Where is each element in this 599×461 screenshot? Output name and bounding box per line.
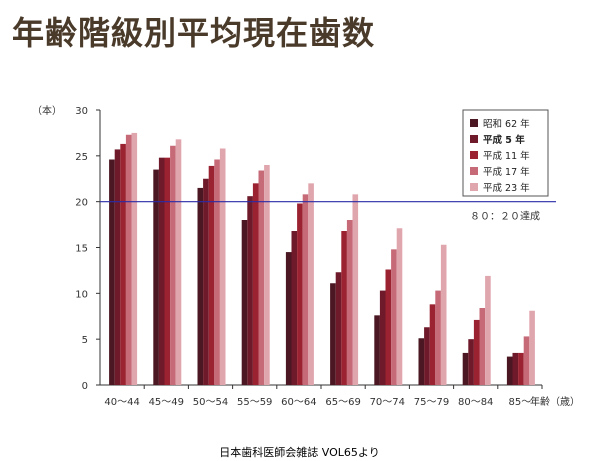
bar xyxy=(164,157,171,385)
bar xyxy=(346,220,353,385)
chart-bars xyxy=(109,132,535,385)
y-tick-label: 5 xyxy=(82,335,88,346)
bar xyxy=(330,283,336,385)
legend-label: 平成 23 年 xyxy=(483,182,530,194)
bar xyxy=(125,134,132,385)
bar xyxy=(468,339,474,385)
bar xyxy=(435,290,441,385)
legend-label: 平成 17 年 xyxy=(483,166,530,178)
legend-label: 平成 5 年 xyxy=(483,134,525,146)
bar xyxy=(264,165,270,385)
y-tick-label: 20 xyxy=(75,198,88,209)
legend-swatch xyxy=(470,183,478,191)
legend-swatch xyxy=(470,135,478,143)
legend-label: 昭和 62 年 xyxy=(483,118,530,130)
bar xyxy=(473,319,480,385)
bar xyxy=(506,356,513,385)
bar xyxy=(529,310,535,385)
bar xyxy=(341,231,347,385)
x-axis-label: 年齢（歳） xyxy=(530,395,580,408)
x-tick-label: 85〜 xyxy=(509,397,532,408)
bar xyxy=(418,338,425,385)
legend-swatch xyxy=(470,151,478,159)
bar xyxy=(429,304,436,385)
legend-swatch xyxy=(470,119,478,127)
legend-label: 平成 11 年 xyxy=(483,150,530,162)
y-tick-label: 30 xyxy=(75,106,88,117)
bar xyxy=(335,272,342,385)
bar xyxy=(308,183,314,385)
bar xyxy=(462,352,469,385)
bar xyxy=(252,183,259,385)
bar xyxy=(285,252,292,385)
bar xyxy=(352,194,359,385)
bar xyxy=(109,159,115,385)
bar xyxy=(175,139,182,385)
x-tick-label: 55〜59 xyxy=(237,397,272,408)
bar xyxy=(302,194,309,385)
x-tick-label: 65〜69 xyxy=(325,397,360,408)
bar xyxy=(158,157,165,385)
x-tick-label: 40〜44 xyxy=(104,397,139,408)
bar xyxy=(131,132,138,385)
bar xyxy=(208,165,215,385)
bar xyxy=(512,352,519,385)
bar xyxy=(170,145,176,385)
bar xyxy=(385,269,392,385)
bar xyxy=(219,148,226,385)
y-tick-labels: 0 5 10 15 20 25 30 xyxy=(75,106,88,392)
bar xyxy=(479,308,486,385)
bar xyxy=(379,290,386,385)
bar xyxy=(114,149,121,385)
bar xyxy=(424,327,430,385)
bar xyxy=(197,187,204,385)
bar xyxy=(291,231,298,385)
reference-line-label: ８０：２０達成 xyxy=(470,211,540,223)
chart-legend: 昭和 62 年平成 5 年平成 11 年平成 17 年平成 23 年 xyxy=(462,109,549,197)
source-caption: 日本歯科医師会雑誌 VOL65より xyxy=(219,446,380,459)
bar xyxy=(518,352,524,385)
bar xyxy=(258,170,265,385)
bar-chart: 40〜44 45〜49 50〜54 55〜59 60〜64 65〜69 70〜74 75〜79… xyxy=(32,104,580,408)
bar xyxy=(297,203,303,385)
x-tick-label: 70〜74 xyxy=(370,397,405,408)
bar xyxy=(241,220,248,385)
x-tick-label: 75〜79 xyxy=(414,397,449,408)
x-tick-label: 50〜54 xyxy=(193,397,228,408)
x-tick-labels: 40〜44 45〜49 50〜54 55〜59 60〜64 65〜69 70〜74 75〜79… xyxy=(104,397,531,408)
y-axis-label: （本） xyxy=(32,104,62,117)
bar xyxy=(214,159,220,385)
bar xyxy=(485,275,491,385)
x-tick-label: 80〜84 xyxy=(458,397,493,408)
bar xyxy=(203,178,209,385)
y-tick-label: 0 xyxy=(82,381,88,392)
bar xyxy=(396,228,403,385)
bar xyxy=(374,315,380,385)
y-tick-label: 10 xyxy=(75,289,88,300)
bar xyxy=(247,196,253,385)
y-tick-label: 25 xyxy=(75,152,88,163)
bar xyxy=(153,169,159,385)
bar xyxy=(391,249,397,385)
x-tick-label: 60〜64 xyxy=(281,397,316,408)
legend-swatch xyxy=(470,167,478,175)
bar xyxy=(120,143,126,385)
bar xyxy=(440,244,447,385)
y-tick-label: 15 xyxy=(75,244,88,255)
bar xyxy=(523,336,530,385)
page-title: 年齢階級別平均現在歯数 xyxy=(12,14,376,52)
x-tick-label: 45〜49 xyxy=(149,397,184,408)
